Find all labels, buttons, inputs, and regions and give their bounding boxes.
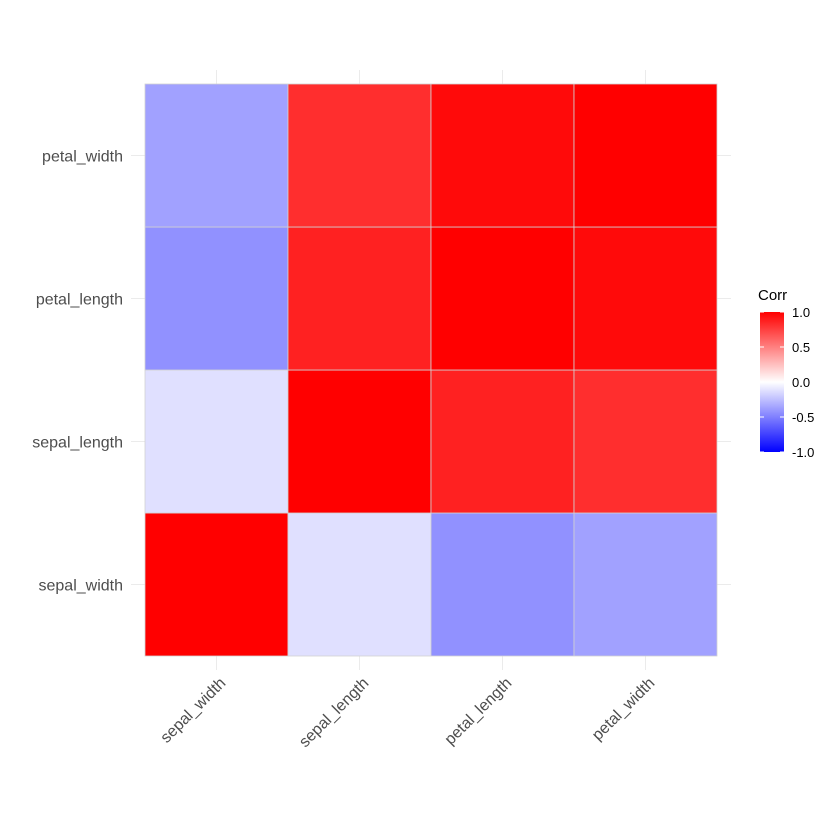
legend-tick-label: 0.0	[792, 375, 810, 390]
legend-tick-label: -0.5	[792, 410, 814, 425]
y-tick-label-sepal_length: sepal_length	[32, 435, 123, 452]
x-tick-label-petal_length: petal_length	[442, 675, 516, 749]
heatmap-cell-sepal_width-sepal_length	[287, 512, 432, 657]
x-tick-labels: sepal_width sepal_length petal_length petal…	[158, 675, 659, 751]
heatmap-cell-sepal_width-petal_length	[430, 512, 575, 657]
x-tick-label-sepal_length: sepal_length	[296, 675, 372, 751]
y-tick-labels: sepal_width sepal_length petal_length petal…	[32, 149, 123, 595]
y-tick-label-petal_length: petal_length	[36, 292, 123, 309]
heatmap-cell-petal_width-petal_width	[573, 83, 718, 228]
heatmap-cell-petal_length-petal_width	[573, 226, 718, 371]
heatmap-cell-petal_length-petal_length	[430, 226, 575, 371]
heatmap-cell-sepal_length-petal_width	[573, 369, 718, 514]
legend-tick-label: 1.0	[792, 305, 810, 320]
heatmap-tiles	[144, 83, 718, 657]
legend-title: Corr	[758, 287, 787, 304]
heatmap-cell-petal_length-sepal_length	[287, 226, 432, 371]
y-tick-label-sepal_width: sepal_width	[39, 578, 124, 595]
heatmap-cell-petal_width-petal_length	[430, 83, 575, 228]
legend-tick-label: -1.0	[792, 445, 814, 460]
heatmap-cell-sepal_length-sepal_width	[144, 369, 289, 514]
heatmap-cell-sepal_length-sepal_length	[287, 369, 432, 514]
heatmap-cell-petal_width-sepal_width	[144, 83, 289, 228]
heatmap-cell-sepal_width-petal_width	[573, 512, 718, 657]
heatmap-cell-petal_length-sepal_width	[144, 226, 289, 371]
y-tick-label-petal_width: petal_width	[42, 149, 123, 166]
color-legend: Corr 1.0 0.5 0.0 -0.5 -1.0	[758, 287, 814, 460]
heatmap-cell-sepal_length-petal_length	[430, 369, 575, 514]
heatmap-cell-petal_width-sepal_length	[287, 83, 432, 228]
legend-tick-label: 0.5	[792, 340, 810, 355]
x-tick-label-sepal_width: sepal_width	[158, 675, 230, 747]
heatmap-cell-sepal_width-sepal_width	[144, 512, 289, 657]
x-tick-label-petal_width: petal_width	[589, 675, 658, 744]
